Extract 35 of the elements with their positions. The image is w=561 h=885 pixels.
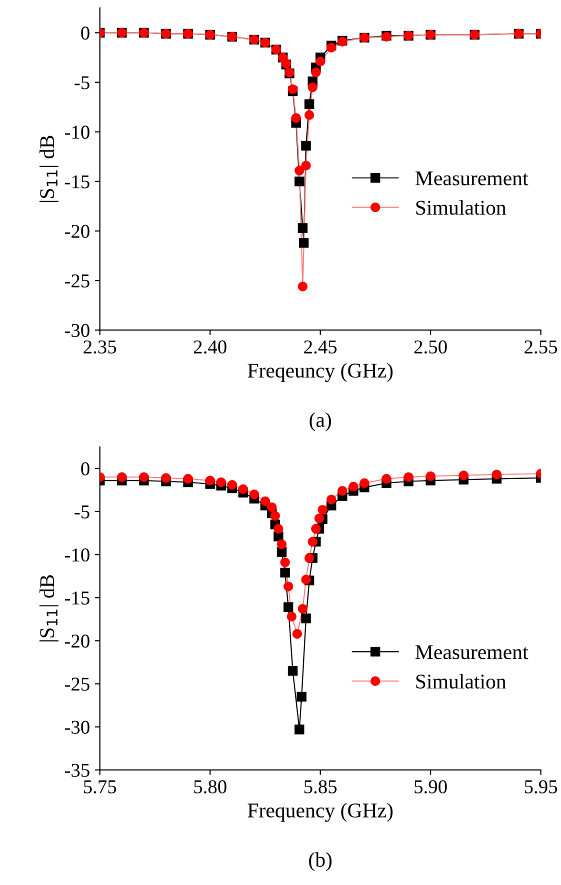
text: (a) <box>310 412 331 432</box>
legend-label: Simulation <box>416 200 506 215</box>
x-axis-title: Frequency (GHz) <box>248 802 393 822</box>
y-tick-label: -10 <box>64 548 90 562</box>
y-axis-title: |S$_{11}$| dB <box>39 136 58 202</box>
y-tick-label: 0 <box>81 462 90 476</box>
y-tick-label: -35 <box>64 764 90 777</box>
x-tick-label: 2.40 <box>194 340 226 354</box>
y-tick-label: -15 <box>64 175 90 188</box>
y-tick-label: -25 <box>64 678 90 691</box>
y-tick-label: -15 <box>64 592 90 605</box>
x-tick-label: 2.45 <box>304 340 337 354</box>
text: (b) <box>309 852 332 872</box>
x-tick-label: 2.35 <box>84 340 116 354</box>
y-tick-label: -25 <box>64 274 90 288</box>
y-tick-label: -30 <box>64 324 90 338</box>
legend-label: Measurement <box>416 172 528 186</box>
y-tick-label: -20 <box>64 634 90 648</box>
y-tick-label: -5 <box>74 76 90 90</box>
y-axis-title: |S$_{11}$| dB <box>39 575 58 642</box>
x-tick-label: 5.80 <box>194 780 226 794</box>
x-tick-label: 5.75 <box>84 780 116 794</box>
x-tick-label: 5.90 <box>414 780 447 794</box>
x-tick-label: 2.55 <box>524 340 558 354</box>
x-tick-label: 5.95 <box>524 780 558 794</box>
y-tick-label: -20 <box>64 224 90 238</box>
y-tick-label: -30 <box>64 720 90 734</box>
x-tick-label: 5.85 <box>304 780 337 794</box>
y-tick-label: -10 <box>64 126 90 139</box>
y-tick-label: -5 <box>74 506 90 518</box>
legend-label: Measurement <box>416 645 528 660</box>
x-tick-label: 2.50 <box>414 340 447 354</box>
y-tick-label: 0 <box>81 26 90 40</box>
legend-label: Simulation <box>416 674 506 689</box>
x-axis-title: Freqeuncy (GHz) <box>248 363 393 382</box>
